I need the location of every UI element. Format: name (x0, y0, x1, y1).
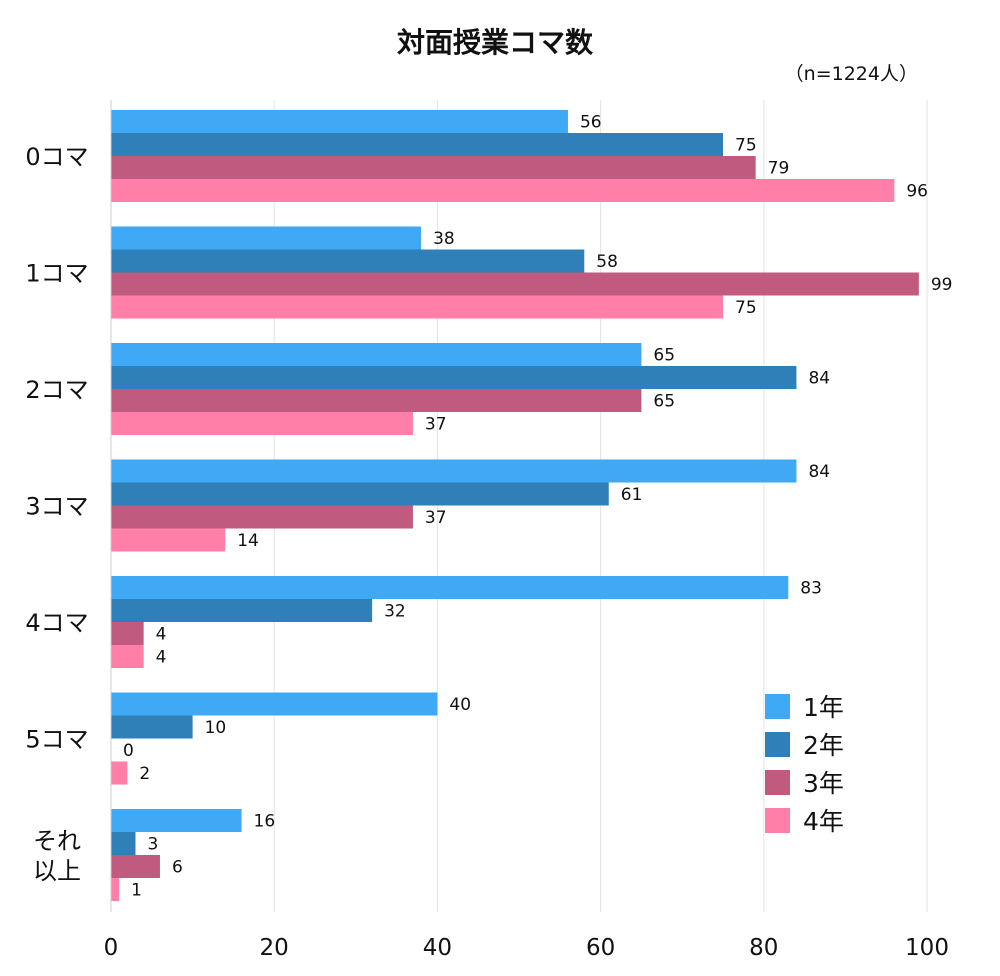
data-label: 4 (156, 625, 167, 645)
bar (111, 761, 128, 785)
data-label: 38 (433, 229, 455, 249)
bar (111, 366, 797, 389)
category-label: 0コマ (25, 143, 88, 171)
x-tick-label: 100 (905, 935, 949, 961)
bars (111, 110, 919, 901)
bar (111, 179, 895, 202)
data-label: 83 (800, 579, 822, 599)
data-labels: 5675799638589975658465378461371483324440… (123, 113, 952, 901)
bar (111, 832, 136, 855)
data-label: 84 (808, 369, 830, 389)
x-tick-label: 20 (260, 935, 289, 961)
bar (111, 599, 373, 622)
bar (111, 715, 193, 739)
bar (111, 412, 413, 435)
x-tick-label: 0 (104, 935, 119, 961)
data-label: 37 (425, 508, 447, 528)
bar (111, 645, 144, 668)
x-tick-label: 40 (423, 935, 452, 961)
data-label: 96 (906, 182, 928, 202)
legend-swatch (765, 732, 790, 757)
data-label: 84 (808, 462, 830, 482)
data-label: 79 (768, 159, 790, 179)
gridlines (273, 100, 928, 912)
data-label: 58 (596, 252, 618, 272)
data-label: 75 (735, 298, 757, 318)
bar (111, 272, 919, 296)
category-label: 2コマ (25, 376, 88, 404)
bar (111, 622, 144, 645)
data-label: 65 (653, 392, 675, 412)
bar (111, 343, 642, 366)
bar (111, 809, 242, 832)
data-label: 3 (147, 835, 158, 855)
chart-title: 対面授業コマ数 (397, 26, 594, 59)
bar (111, 528, 226, 552)
bar (111, 482, 609, 506)
bar (111, 133, 723, 156)
data-label: 75 (735, 136, 757, 156)
legend: 1年 2年 3年 4年 (765, 693, 844, 836)
data-label: 4 (156, 648, 167, 668)
data-label: 99 (931, 275, 953, 295)
data-label: 1 (131, 881, 142, 901)
bar (111, 878, 120, 901)
sample-size-note: （n=1224人） (785, 63, 918, 85)
category-label: 1コマ (25, 260, 88, 288)
data-label: 16 (254, 812, 276, 832)
legend-label: 2年 (803, 731, 844, 760)
category-label: 3コマ (25, 493, 88, 521)
data-label: 14 (237, 531, 259, 551)
category-label: それ (33, 827, 81, 855)
legend-label: 1年 (803, 693, 844, 722)
bar (111, 576, 789, 599)
legend-label: 3年 (803, 769, 844, 798)
bar (111, 692, 438, 716)
data-label: 40 (449, 695, 471, 715)
bar (111, 156, 756, 179)
legend-swatch (765, 808, 790, 833)
bar (111, 226, 422, 250)
data-label: 61 (621, 485, 643, 505)
data-label: 32 (384, 602, 406, 622)
bar (111, 295, 723, 319)
data-label: 65 (653, 346, 675, 366)
x-tick-label: 80 (749, 935, 778, 961)
bar (111, 855, 160, 878)
category-label: 4コマ (25, 609, 88, 637)
bar (111, 505, 413, 529)
category-label: 以上 (33, 857, 81, 885)
data-label: 6 (172, 858, 183, 878)
data-label: 37 (425, 415, 447, 435)
x-tick-labels: 0 20 40 60 80 100 (104, 935, 949, 961)
data-label: 56 (580, 113, 602, 133)
data-label: 0 (123, 741, 134, 761)
x-tick-label: 60 (586, 935, 615, 961)
legend-swatch (765, 770, 790, 795)
legend-label: 4年 (803, 807, 844, 836)
bar (111, 389, 642, 412)
legend-swatch (765, 694, 790, 719)
bar (111, 249, 585, 273)
data-label: 2 (139, 764, 150, 784)
category-label: 5コマ (25, 726, 88, 754)
data-label: 10 (205, 718, 227, 738)
bar (111, 459, 797, 483)
bar (111, 110, 568, 133)
